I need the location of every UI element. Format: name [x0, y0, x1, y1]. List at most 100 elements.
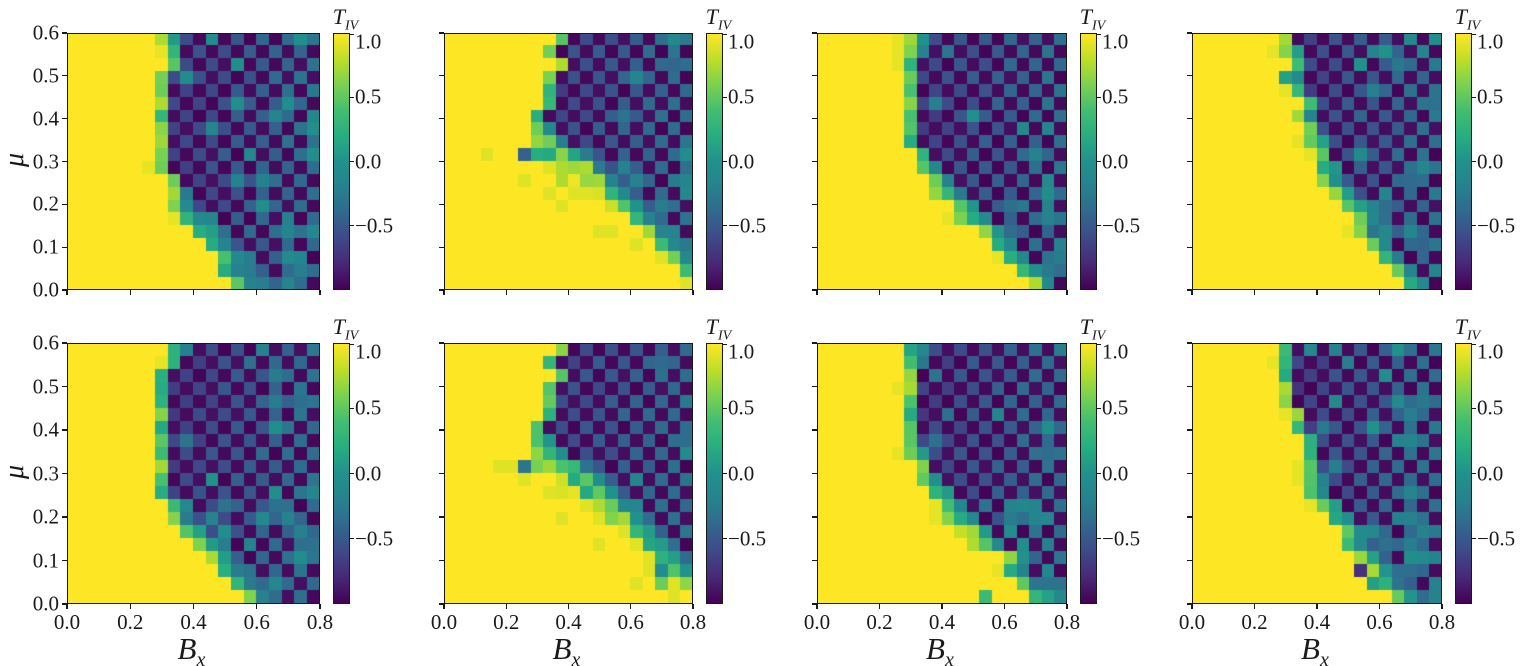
colorbar-tick-label: 1.0 [1102, 339, 1129, 364]
colorbar-tick-mark [723, 160, 727, 163]
x-tick-label: 0.4 [555, 610, 582, 634]
x-tick-mark [1441, 290, 1443, 295]
colorbar-tick-mark [1097, 472, 1101, 475]
colorbar-tick-mark [1472, 33, 1476, 35]
x-tick-mark [1191, 604, 1193, 609]
colorbar-title-sub: IV [345, 18, 359, 34]
x-tick-mark [1253, 290, 1256, 295]
x-axis-label-main: B [552, 631, 572, 666]
x-tick-mark [630, 604, 632, 609]
x-axis-label: Bx [553, 631, 581, 666]
x-tick-label: 0.2 [117, 610, 144, 634]
colorbar-tick-label: 0.5 [1102, 84, 1129, 109]
y-tick-mark [1187, 289, 1192, 291]
x-tick-mark [1066, 604, 1068, 609]
x-tick-mark [941, 604, 943, 609]
colorbar-title: TIV [1080, 4, 1105, 34]
x-tick-mark [319, 604, 321, 609]
x-tick-mark [1066, 290, 1068, 295]
axes-frame [67, 33, 320, 290]
y-tick-mark [812, 203, 817, 205]
colorbar-tick-mark [723, 343, 727, 345]
y-tick-mark [439, 516, 444, 518]
colorbar-title-main: T [1454, 4, 1468, 29]
colorbar-tick-label: 0.5 [728, 395, 755, 420]
colorbar-tick-label: 1.0 [728, 339, 755, 364]
x-axis-label-sub: x [1319, 649, 1329, 666]
colorbar-tick-label: 1.0 [355, 29, 382, 54]
x-tick-mark [567, 290, 570, 295]
colorbar [1080, 33, 1097, 290]
y-tick-mark [1187, 559, 1192, 562]
colorbar-tick-mark [350, 33, 354, 35]
x-axis-label-sub: x [944, 649, 954, 666]
x-tick-label: 0.2 [1241, 610, 1268, 634]
x-tick-mark [505, 290, 507, 295]
colorbar-title-sub: IV [1092, 18, 1106, 34]
x-tick-label: 0.8 [1428, 610, 1456, 634]
colorbar-tick-mark [1472, 407, 1476, 409]
colorbar-tick-label: 0.5 [728, 84, 755, 109]
colorbar-tick-label: 0.0 [728, 149, 755, 173]
colorbar-tick-label: −0.5 [728, 213, 767, 238]
y-tick-mark [62, 75, 67, 77]
x-axis-label-sub: x [571, 649, 581, 666]
y-tick-mark [812, 603, 817, 605]
x-tick-mark [816, 290, 818, 295]
x-tick-mark [319, 290, 321, 295]
y-tick-mark [62, 32, 67, 34]
axes-frame [817, 343, 1067, 604]
colorbar-title-sub: IV [718, 18, 732, 34]
colorbar-tick-mark [1472, 343, 1476, 345]
x-axis-label: Bx [1301, 631, 1329, 666]
y-tick-mark [1187, 203, 1192, 205]
y-tick-mark [812, 246, 817, 248]
y-axis-label: μ [0, 152, 31, 167]
x-tick-mark [256, 604, 258, 609]
colorbar-title-main: T [705, 4, 719, 29]
colorbar-tick-mark [723, 96, 727, 98]
colorbar-tick-mark [723, 472, 727, 475]
y-tick-label: 0.2 [32, 504, 59, 529]
x-tick-mark [192, 604, 195, 609]
x-tick-mark [1378, 290, 1381, 295]
y-tick-mark [812, 118, 817, 120]
colorbar-tick-mark [1097, 96, 1101, 98]
x-tick-mark [1003, 290, 1006, 295]
colorbar-tick-mark [350, 96, 354, 98]
colorbar-tick-label: 0.0 [1102, 149, 1129, 173]
y-tick-mark [812, 559, 817, 562]
x-tick-label: 0.6 [617, 610, 644, 634]
y-axis-label: μ [0, 464, 31, 479]
y-tick-mark [1187, 75, 1192, 77]
colorbar-tick-label: −0.5 [1477, 213, 1516, 238]
y-tick-label: 0.3 [32, 149, 59, 173]
x-tick-mark [941, 290, 943, 295]
colorbar-tick-label: 0.5 [355, 84, 382, 109]
colorbar [333, 343, 350, 604]
y-tick-mark [812, 160, 817, 163]
heatmap-canvas [67, 33, 320, 290]
y-tick-mark [62, 342, 67, 344]
colorbar-tick-mark [1097, 407, 1101, 409]
colorbar-tick-mark [1097, 538, 1101, 540]
colorbar-title-sub: IV [718, 328, 732, 344]
colorbar-tick-label: 0.0 [1102, 461, 1129, 485]
y-tick-mark [62, 559, 67, 562]
colorbar-tick-mark [1472, 538, 1476, 540]
x-tick-mark [443, 604, 445, 609]
heatmap-canvas [817, 343, 1067, 604]
y-tick-label: 0.6 [32, 20, 59, 45]
y-tick-label: 0.5 [32, 374, 59, 398]
heatmap-canvas [1192, 343, 1442, 604]
x-tick-label: 0.4 [1303, 610, 1331, 634]
x-tick-mark [1316, 604, 1318, 609]
x-tick-mark [1003, 604, 1006, 609]
colorbar-title-main: T [1454, 314, 1468, 339]
heatmap-canvas [444, 33, 693, 290]
y-tick-mark [62, 603, 67, 605]
colorbar-tick-mark [1472, 160, 1476, 163]
colorbar-title: TIV [333, 314, 358, 344]
colorbar-tick-mark [1097, 225, 1101, 227]
y-tick-mark [812, 385, 817, 388]
